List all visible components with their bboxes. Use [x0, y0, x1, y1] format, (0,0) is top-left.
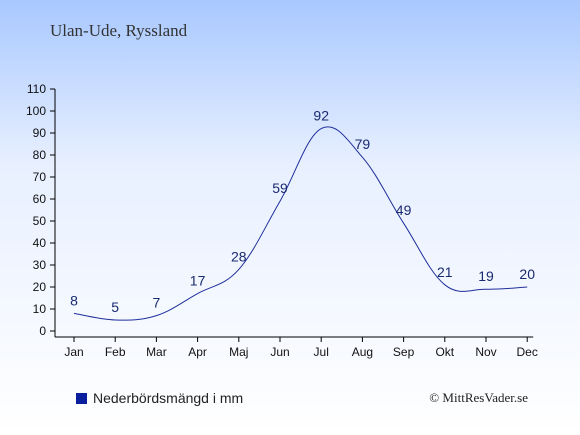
y-tick-label: 90	[33, 126, 47, 140]
x-tick-label: Aug	[352, 345, 373, 359]
y-tick-label: 50	[33, 214, 47, 228]
x-axis-ticks: Jan Feb Mar Apr Maj Jun Jul Aug Sep Okt Nov Dec	[64, 337, 538, 359]
y-tick-label: 60	[33, 192, 47, 206]
legend-swatch	[76, 392, 87, 404]
x-tick-label: Dec	[517, 345, 538, 359]
x-tick-label: Maj	[229, 345, 248, 359]
legend: Nederbördsmängd i mm	[76, 390, 243, 406]
y-tick-label: 40	[33, 236, 47, 250]
data-label: 59	[272, 180, 288, 196]
axes	[54, 89, 534, 338]
copyright-text: © MittResVader.se	[429, 390, 528, 405]
x-tick-label: Feb	[105, 345, 126, 359]
data-label: 8	[70, 292, 78, 308]
data-label: 17	[190, 273, 206, 289]
data-label: 21	[437, 264, 453, 280]
data-labels: 8 5 7 17 28 59 92 79 49 21 19 20	[70, 108, 535, 315]
x-tick-label: Mar	[146, 345, 167, 359]
x-tick-label: Okt	[435, 345, 454, 359]
chart-title: Ulan-Ude, Ryssland	[50, 21, 188, 40]
data-label: 5	[111, 299, 119, 315]
y-axis-ticks: 0 10 20 30 40 50 60 70 80 90 100 110	[26, 82, 55, 338]
x-tick-label: Apr	[188, 345, 207, 359]
precipitation-line	[73, 126, 528, 321]
data-label: 79	[355, 136, 371, 152]
data-label: 49	[396, 202, 412, 218]
x-tick-label: Nov	[475, 345, 496, 359]
x-tick-label: Jul	[314, 345, 329, 359]
y-tick-label: 0	[39, 324, 46, 338]
y-tick-label: 10	[33, 302, 47, 316]
y-tick-label: 80	[33, 148, 47, 162]
y-tick-label: 30	[33, 258, 47, 272]
data-label: 7	[153, 295, 161, 311]
x-tick-label: Jun	[270, 345, 289, 359]
x-tick-label: Jan	[64, 345, 83, 359]
data-label: 28	[231, 248, 247, 264]
y-tick-label: 110	[27, 82, 46, 96]
data-label: 92	[313, 108, 329, 124]
y-tick-label: 100	[26, 104, 46, 118]
y-tick-label: 20	[33, 280, 47, 294]
data-label: 20	[519, 266, 535, 282]
x-tick-label: Sep	[393, 345, 415, 359]
y-tick-label: 70	[33, 170, 47, 184]
legend-label: Nederbördsmängd i mm	[93, 390, 244, 406]
data-label: 19	[478, 268, 494, 284]
